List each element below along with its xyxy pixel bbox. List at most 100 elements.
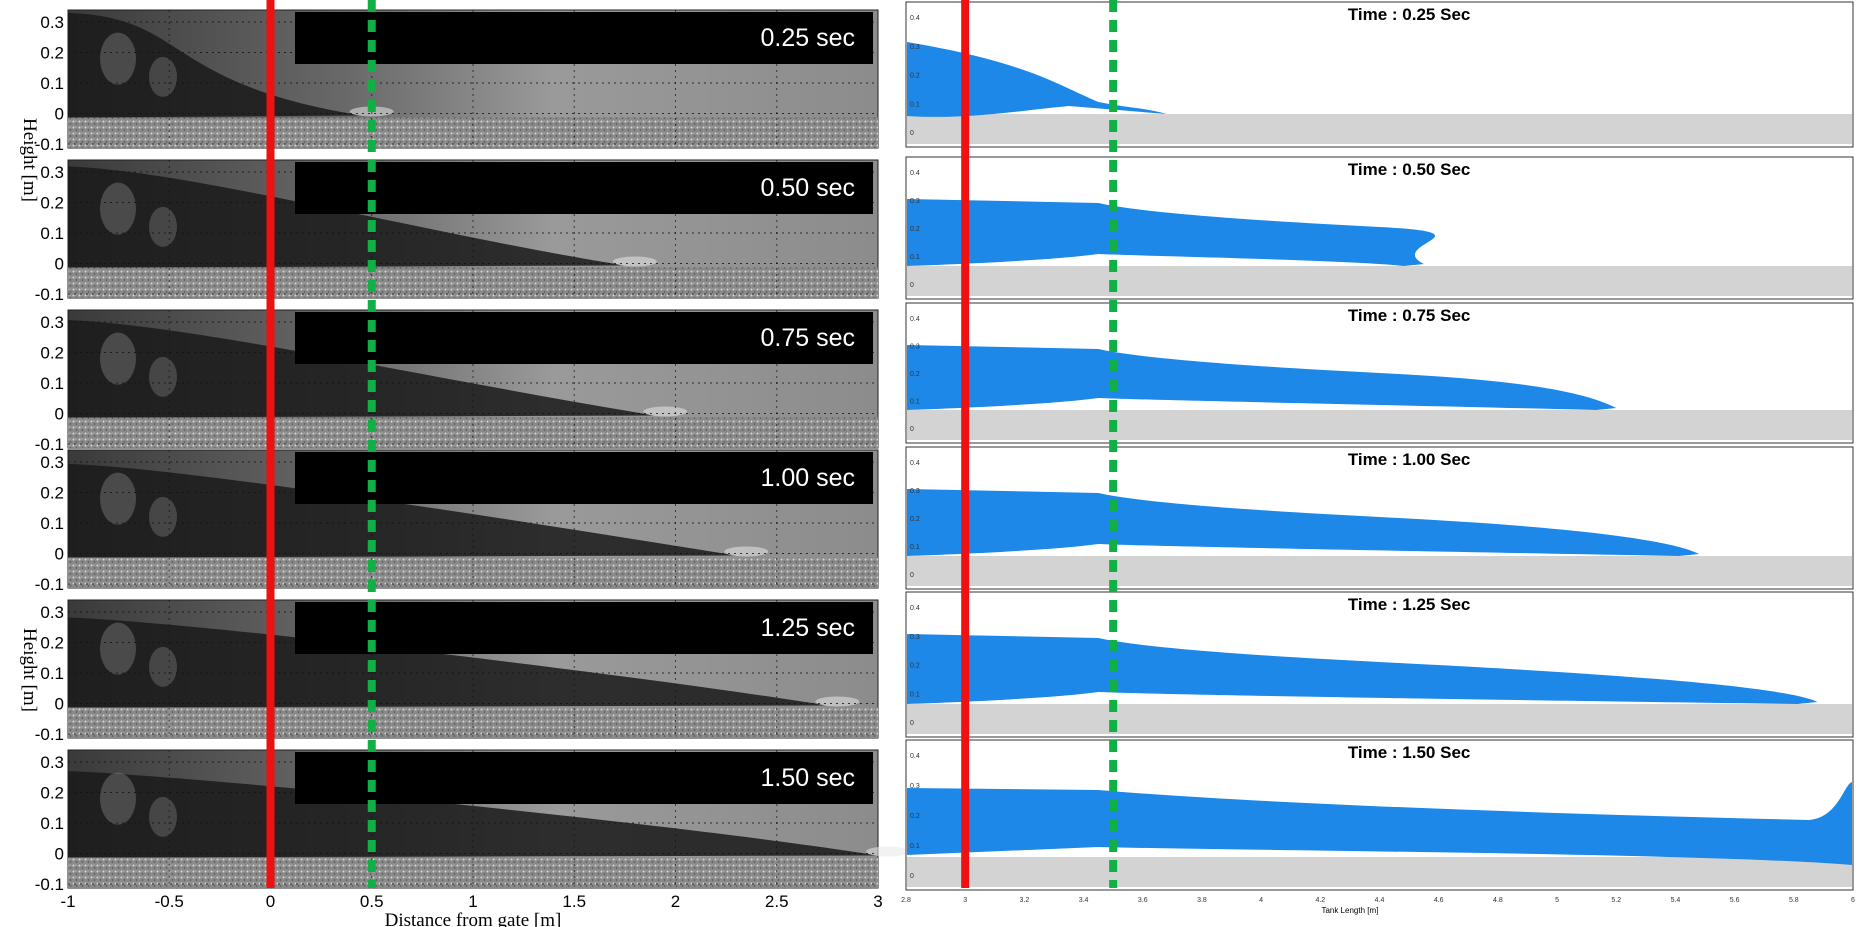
simulation-panel: 0.4 0.3 0.2 0.1 0 Time : 0.25 Sec [905,1,1854,148]
y-tick-label: 0.4 [910,460,920,467]
simulation-panel: 0.4 0.3 0.2 0.1 0 Time : 1.25 Sec [905,591,1854,738]
photo-panel: 0.75 sec 0.3 0.2 0.1 0 -0.1 [35,309,879,454]
x-tick-label: 3.8 [1197,897,1207,904]
bubble-cloud [149,56,177,97]
sediment-bed [907,266,1852,296]
x-tick-label: 2.8 [901,897,911,904]
sediment-bed [907,857,1852,887]
x-tick-label: 1.5 [562,892,586,911]
y-tick-label: 0.2 [40,344,64,363]
water-wedge [68,617,828,708]
x-tick-label: 6 [1851,897,1855,904]
time-title: Time : 1.25 Sec [1348,595,1471,614]
y-tick-label: 0.2 [910,371,920,378]
y-tick-label: 0.2 [40,484,64,503]
bubble-cloud [100,472,136,525]
y-tick-label: 0.4 [910,316,920,323]
photo-panel: 1.50 sec 0.3 0.2 0.1 0 -0.1 [35,749,910,894]
y-tick-label: 0.1 [40,224,64,243]
y-tick-label: 0 [55,695,64,714]
y-tick-label: 0.3 [910,44,920,51]
water-body [907,782,1852,865]
bubble-cloud [149,646,177,687]
water-body [907,345,1617,410]
bubble-cloud [149,796,177,837]
y-tick-label: 0.2 [40,194,64,213]
y-tick-label: -0.1 [35,285,64,304]
y-tick-label: 0 [55,255,64,274]
y-tick-label: 0.1 [40,74,64,93]
bubble-cloud [149,206,177,247]
bubble-cloud [100,32,136,85]
time-banner [295,452,873,504]
photo-panel: 0.25 sec 0.3 0.2 0.1 0 -0.1 [35,9,879,154]
y-tick-label: 0.3 [910,783,920,790]
y-tick-label: 0 [910,873,914,880]
x-tick-label: -1 [60,892,75,911]
y-tick-label: 0.2 [910,663,920,670]
y-tick-label: 0 [910,282,914,289]
y-tick-label: 0.2 [910,813,920,820]
sediment-bed [907,704,1852,734]
time-label: 0.75 sec [760,324,855,352]
y-tick-label: 0.2 [910,226,920,233]
time-banner [295,602,873,654]
x-tick-label: -0.5 [155,892,184,911]
sediment-bed [907,410,1852,440]
y-tick-label: 0 [55,105,64,124]
x-tick-label: 4.6 [1434,897,1444,904]
time-label: 0.50 sec [760,174,855,202]
front-splash [724,546,769,557]
x-tick-label: 4 [1259,897,1263,904]
x-tick-label: 0 [266,892,275,911]
x-tick-label: 3.6 [1138,897,1148,904]
y-tick-label: 0.4 [910,15,920,22]
time-banner [295,12,873,64]
x-tick-label: 4.8 [1493,897,1503,904]
time-banner [295,162,873,214]
bubble-cloud [100,772,136,825]
y-tick-label: -0.1 [35,435,64,454]
y-tick-label: 0 [55,545,64,564]
front-splash [643,406,688,417]
water-wedge [68,463,737,558]
x-tick-label: 5.2 [1611,897,1621,904]
photo-panel: 1.00 sec 0.3 0.2 0.1 0 -0.1 [35,449,879,594]
time-title: Time : 0.25 Sec [1348,5,1471,24]
y-axis-label: Height [m] [19,628,40,712]
y-tick-label: 0 [55,845,64,864]
time-label: 1.00 sec [760,464,855,492]
x-tick-label: 2 [671,892,680,911]
y-tick-label: 0.3 [40,13,64,32]
x-axis-label: Distance from gate [m] [385,910,562,927]
bubble-cloud [100,622,136,675]
x-tick-label: 2.5 [765,892,789,911]
y-tick-label: 0.4 [910,170,920,177]
time-banner [295,752,873,804]
y-tick-label: 0.1 [910,691,920,698]
x-tick-label: 4.2 [1315,897,1325,904]
time-label: 1.50 sec [760,764,855,792]
y-tick-label: 0.2 [40,634,64,653]
y-tick-label: -0.1 [35,725,64,744]
x-tick-label: 0.5 [360,892,384,911]
y-tick-label: 0.2 [910,73,920,80]
photo-panel: 1.25 sec 0.3 0.2 0.1 0 -0.1 [35,599,879,744]
time-title: Time : 1.50 Sec [1348,743,1471,762]
x-tick-label: 3.4 [1079,897,1089,904]
y-tick-label: 0.2 [910,516,920,523]
water-body [907,634,1818,704]
simulation-panel: 0.4 0.3 0.2 0.1 0 Time : 1.00 Sec [905,446,1854,590]
bubble-cloud [149,496,177,537]
y-tick-label: 0.3 [40,313,64,332]
y-tick-label: 0.1 [40,664,64,683]
x-tick-label: 1 [468,892,477,911]
y-tick-label: -0.1 [35,575,64,594]
simulation-panel: 0.4 0.3 0.2 0.1 0 Time : 1.50 Sec [905,739,1854,891]
y-tick-label: 0.1 [910,544,920,551]
water-body [907,199,1436,266]
front-splash [612,256,657,267]
y-tick-label: 0.3 [910,634,920,641]
y-tick-label: 0.1 [40,814,64,833]
